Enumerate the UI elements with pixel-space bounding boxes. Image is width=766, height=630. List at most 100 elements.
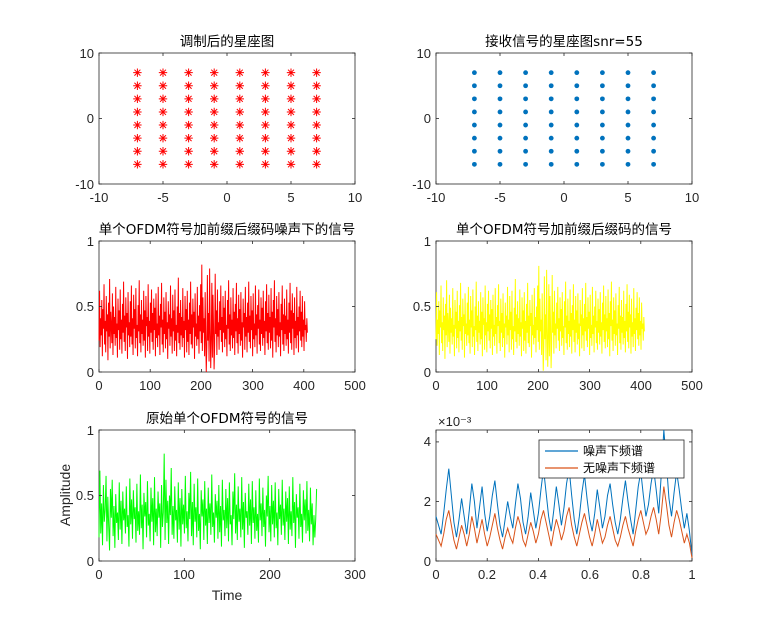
signal-line xyxy=(435,265,645,371)
received-point xyxy=(472,122,477,128)
constellation-point xyxy=(312,133,321,143)
axes-clean-signal: 单个OFDM符号加前缀后缀码的信号 1 0.5 0 0 100 200 300 … xyxy=(413,221,703,393)
constellation-point xyxy=(312,68,321,77)
received-point xyxy=(497,135,503,141)
axes-title: 单个OFDM符号加前缀后缀码的信号 xyxy=(456,221,672,238)
received-point xyxy=(651,96,656,102)
y-tick-label: -10 xyxy=(75,177,94,192)
received-point xyxy=(651,109,656,115)
x-tick-label: 5 xyxy=(624,190,631,205)
x-tick-label: 100 xyxy=(476,378,498,393)
received-point xyxy=(574,148,580,154)
x-tick-label: 5 xyxy=(287,190,294,205)
received-point xyxy=(523,122,528,128)
constellation-point xyxy=(184,81,193,90)
received-point xyxy=(472,96,477,102)
y-tick-label: 0 xyxy=(424,365,431,380)
received-point xyxy=(523,148,528,154)
y-tick-label: 1 xyxy=(87,423,94,438)
constellation-point xyxy=(158,147,168,156)
constellation-point xyxy=(235,133,244,143)
constellation-point xyxy=(133,68,142,77)
received-point xyxy=(600,109,605,115)
received-point xyxy=(523,161,528,167)
received-point xyxy=(651,148,656,154)
constellation-point xyxy=(184,147,193,156)
constellation-point xyxy=(210,68,219,77)
x-tick-label: 300 xyxy=(242,378,264,393)
axes-received-constellation: 接收信号的星座图snr=55 10 0 -10 -10 -5 0 5 10 xyxy=(412,33,699,205)
received-point xyxy=(625,109,631,115)
constellation-point xyxy=(184,133,193,143)
received-point xyxy=(625,161,631,167)
y-tick-label: 0 xyxy=(87,365,94,380)
tick-marks xyxy=(435,240,693,373)
constellation-point xyxy=(133,94,142,104)
received-point xyxy=(523,70,528,76)
constellation-point xyxy=(184,107,193,117)
axes-title: 原始单个OFDM符号的信号 xyxy=(146,411,308,427)
y-tick-label: 1 xyxy=(87,234,94,249)
constellation-point xyxy=(158,94,168,104)
tick-marks xyxy=(98,240,356,373)
constellation-point xyxy=(261,107,270,117)
received-point xyxy=(523,83,528,89)
y-tick-label: 0 xyxy=(424,111,431,126)
constellation-point xyxy=(286,94,296,104)
axes-spectrum: ×10⁻³ 4 2 0 0 0.2 0.4 0.6 0.8 1 噪声下频谱 无噪… xyxy=(424,414,696,582)
constellation-point xyxy=(261,81,270,90)
received-point xyxy=(574,122,580,128)
received-point xyxy=(574,96,580,102)
x-tick-label: 0 xyxy=(560,190,567,205)
constellation-point xyxy=(235,147,244,156)
axes-title: 接收信号的星座图snr=55 xyxy=(485,33,643,50)
constellation-point xyxy=(235,81,244,90)
x-tick-label: 0.6 xyxy=(581,567,599,582)
constellation-point xyxy=(133,147,142,156)
plot-area xyxy=(98,429,356,562)
constellation-point xyxy=(133,81,142,90)
received-point xyxy=(574,135,580,141)
received-point xyxy=(574,70,580,76)
received-point xyxy=(523,109,528,115)
x-tick-label: -10 xyxy=(90,190,109,205)
received-point xyxy=(548,161,554,167)
received-point xyxy=(574,161,580,167)
y-tick-label: 0.5 xyxy=(76,299,94,314)
constellation-point xyxy=(184,68,193,77)
legend-box xyxy=(538,439,685,479)
constellation-point xyxy=(184,120,193,130)
plot-area xyxy=(98,52,356,185)
received-point xyxy=(574,83,580,89)
received-point xyxy=(523,96,528,102)
received-point xyxy=(548,135,554,141)
constellation-point xyxy=(286,120,296,130)
x-tick-label: 400 xyxy=(630,378,652,393)
received-point xyxy=(651,70,656,76)
received-point xyxy=(548,83,554,89)
constellation-point xyxy=(210,107,219,117)
data-points xyxy=(472,70,656,167)
constellation-point xyxy=(184,94,193,104)
x-tick-label: 300 xyxy=(344,567,366,582)
constellation-point xyxy=(312,120,321,130)
received-point xyxy=(497,161,503,167)
received-point xyxy=(600,161,605,167)
received-point xyxy=(548,148,554,154)
received-point xyxy=(548,122,554,128)
legend-label-noisy: 噪声下频谱 xyxy=(583,444,643,458)
signal-line xyxy=(98,264,308,373)
constellation-point xyxy=(184,160,193,169)
x-tick-label: 0.8 xyxy=(632,567,650,582)
constellation-point xyxy=(133,160,142,169)
constellation-point xyxy=(312,81,321,90)
constellation-point xyxy=(158,68,168,77)
received-point xyxy=(548,96,554,102)
constellation-point xyxy=(312,107,321,117)
x-tick-label: 0 xyxy=(95,378,102,393)
constellation-point xyxy=(235,120,244,130)
constellation-point xyxy=(210,133,219,143)
constellation-point xyxy=(312,160,321,169)
plot-area xyxy=(435,52,693,185)
